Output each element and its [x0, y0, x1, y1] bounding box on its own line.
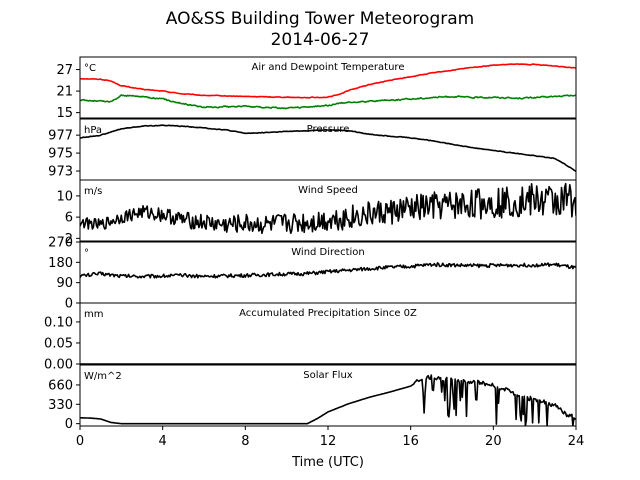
panel-title: Air and Dewpoint Temperature [252, 62, 405, 73]
series-line-1-2 [80, 94, 576, 110]
x-tick-label: 20 [485, 434, 502, 449]
series-line-1-1 [80, 63, 576, 99]
y-tick-label: 0.10 [44, 315, 73, 330]
x-tick-label: 8 [241, 434, 249, 449]
panel-title: Accumulated Precipitation Since 0Z [239, 308, 417, 319]
panel-5: 0.00 0.05 0.10 mm Accumulated Precipitation … [44, 302, 577, 373]
panel-3: 2 6 10 m/s Wind Speed [56, 179, 577, 247]
panel-6: 0 330 660 W/m^2 Solar Flux [48, 364, 577, 432]
unit-label: ° [84, 248, 89, 259]
unit-label: W/m^2 [84, 371, 122, 382]
y-tick-label: 660 [48, 378, 73, 393]
panel-2: 973 975 977 hPa Pressure [48, 118, 577, 181]
panel-frame [79, 56, 577, 119]
figure-subtitle: 2014-06-27 [271, 30, 370, 50]
series-line-2-1 [80, 124, 576, 173]
figure-title: AO&SS Building Tower Meteorogram [166, 9, 474, 29]
panel-4: 0 90 180 270 ° Wind Direction [48, 236, 577, 312]
y-tick-label: 15 [56, 106, 73, 121]
unit-label: m/s [84, 186, 102, 197]
y-tick-label: 0.05 [44, 336, 73, 351]
series-line-6-1 [80, 374, 576, 426]
unit-label: °C [84, 63, 96, 74]
y-tick-label: 0 [65, 297, 73, 312]
series-line-4-1 [80, 262, 576, 279]
y-tick-label: 90 [56, 276, 73, 291]
x-tick-label: 16 [402, 434, 419, 449]
panel-title: Wind Speed [298, 185, 358, 196]
y-tick-label: 330 [48, 398, 73, 413]
y-tick-label: 975 [48, 147, 73, 162]
x-tick-label: 4 [159, 434, 167, 449]
series-line-3-1 [80, 182, 576, 235]
unit-label: mm [84, 309, 103, 320]
y-tick-label: 21 [56, 85, 73, 100]
unit-label: hPa [84, 125, 102, 136]
panel-1: 15 21 27 °C Air and Dewpoint Temperature [56, 56, 577, 121]
x-tick-label: 24 [568, 434, 585, 449]
y-tick-label: 180 [48, 256, 73, 271]
panel-frame [79, 302, 577, 365]
y-tick-label: 0.00 [44, 358, 73, 373]
y-tick-label: 27 [56, 63, 73, 78]
y-tick-label: 6 [65, 211, 73, 226]
panel-title: Wind Direction [291, 247, 365, 258]
y-tick-label: 973 [48, 165, 73, 180]
panel-title: Pressure [307, 124, 350, 135]
y-tick-label: 2 [65, 232, 73, 247]
x-tick-label: 0 [76, 434, 84, 449]
x-axis-label: Time (UTC) [291, 455, 364, 470]
x-axis: 0 4 8 12 16 20 24 [76, 426, 584, 449]
y-tick-label: 977 [48, 129, 73, 144]
y-tick-label: 10 [56, 189, 73, 204]
panel-title: Solar Flux [303, 370, 353, 381]
y-tick-label: 0 [65, 417, 73, 432]
panel-frame [79, 179, 577, 242]
x-tick-label: 12 [320, 434, 337, 449]
y-tick-label: 270 [48, 236, 73, 251]
